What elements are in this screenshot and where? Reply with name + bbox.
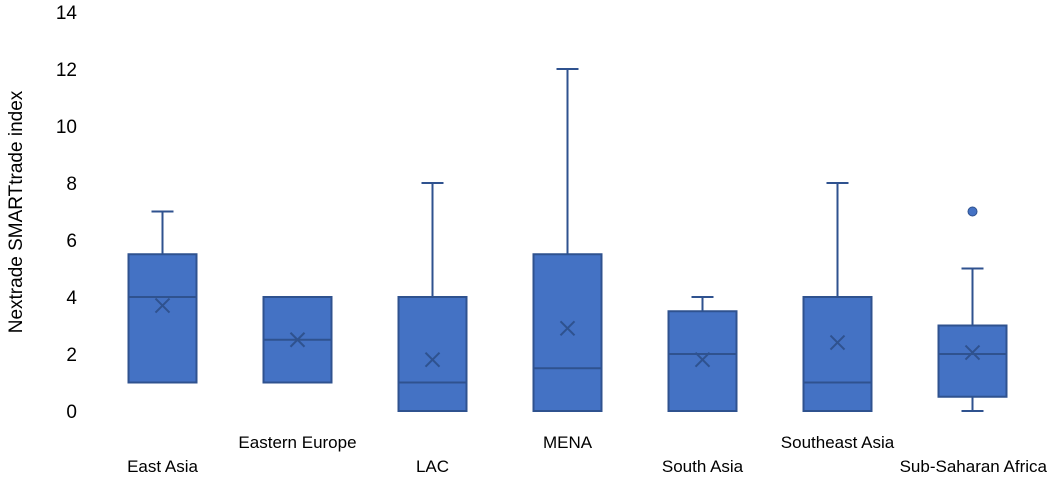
category-label: East Asia: [127, 457, 198, 476]
box-1: [262, 296, 333, 384]
box-body: [667, 310, 738, 412]
category-label: MENA: [543, 433, 593, 452]
box-body: [937, 324, 1008, 398]
box-2: [397, 182, 468, 412]
mean-marker: [559, 320, 576, 337]
category-label: LAC: [416, 457, 449, 476]
box-4: [667, 296, 738, 412]
mean-marker: [154, 297, 171, 314]
box-body: [802, 296, 873, 412]
box-body: [397, 296, 468, 412]
category-label: Southeast Asia: [781, 433, 895, 452]
category-label: Eastern Europe: [238, 433, 356, 452]
box-5: [802, 182, 873, 412]
box-0: [127, 210, 198, 384]
mean-marker: [829, 334, 846, 351]
y-tick-label: 14: [56, 3, 78, 24]
box-body: [127, 253, 198, 384]
y-tick-label: 0: [66, 402, 77, 423]
box-3: [532, 68, 603, 412]
y-tick-label: 6: [66, 231, 77, 252]
category-label: Sub-Saharan Africa: [900, 457, 1048, 476]
y-axis-label: Nextrade SMARTtrade index: [6, 90, 27, 333]
box-6: [937, 206, 1008, 412]
y-tick-label: 10: [56, 117, 77, 138]
box-body: [532, 253, 603, 412]
outlier-point: [967, 206, 978, 217]
plot-area: [127, 68, 1008, 412]
mean-marker: [289, 332, 306, 348]
x-axis-labels: East Asia Eastern Europe LAC MENA South Asia…: [127, 433, 1047, 476]
y-tick-label: 12: [56, 60, 77, 81]
y-axis: 0 2 4 6 8 10 12 14: [56, 3, 78, 423]
y-tick-label: 4: [66, 288, 77, 309]
mean-marker: [964, 344, 981, 361]
category-label: South Asia: [662, 457, 744, 476]
mean-marker: [424, 351, 441, 368]
y-tick-label: 2: [66, 345, 77, 366]
y-tick-label: 8: [66, 174, 77, 195]
mean-marker: [694, 351, 711, 368]
